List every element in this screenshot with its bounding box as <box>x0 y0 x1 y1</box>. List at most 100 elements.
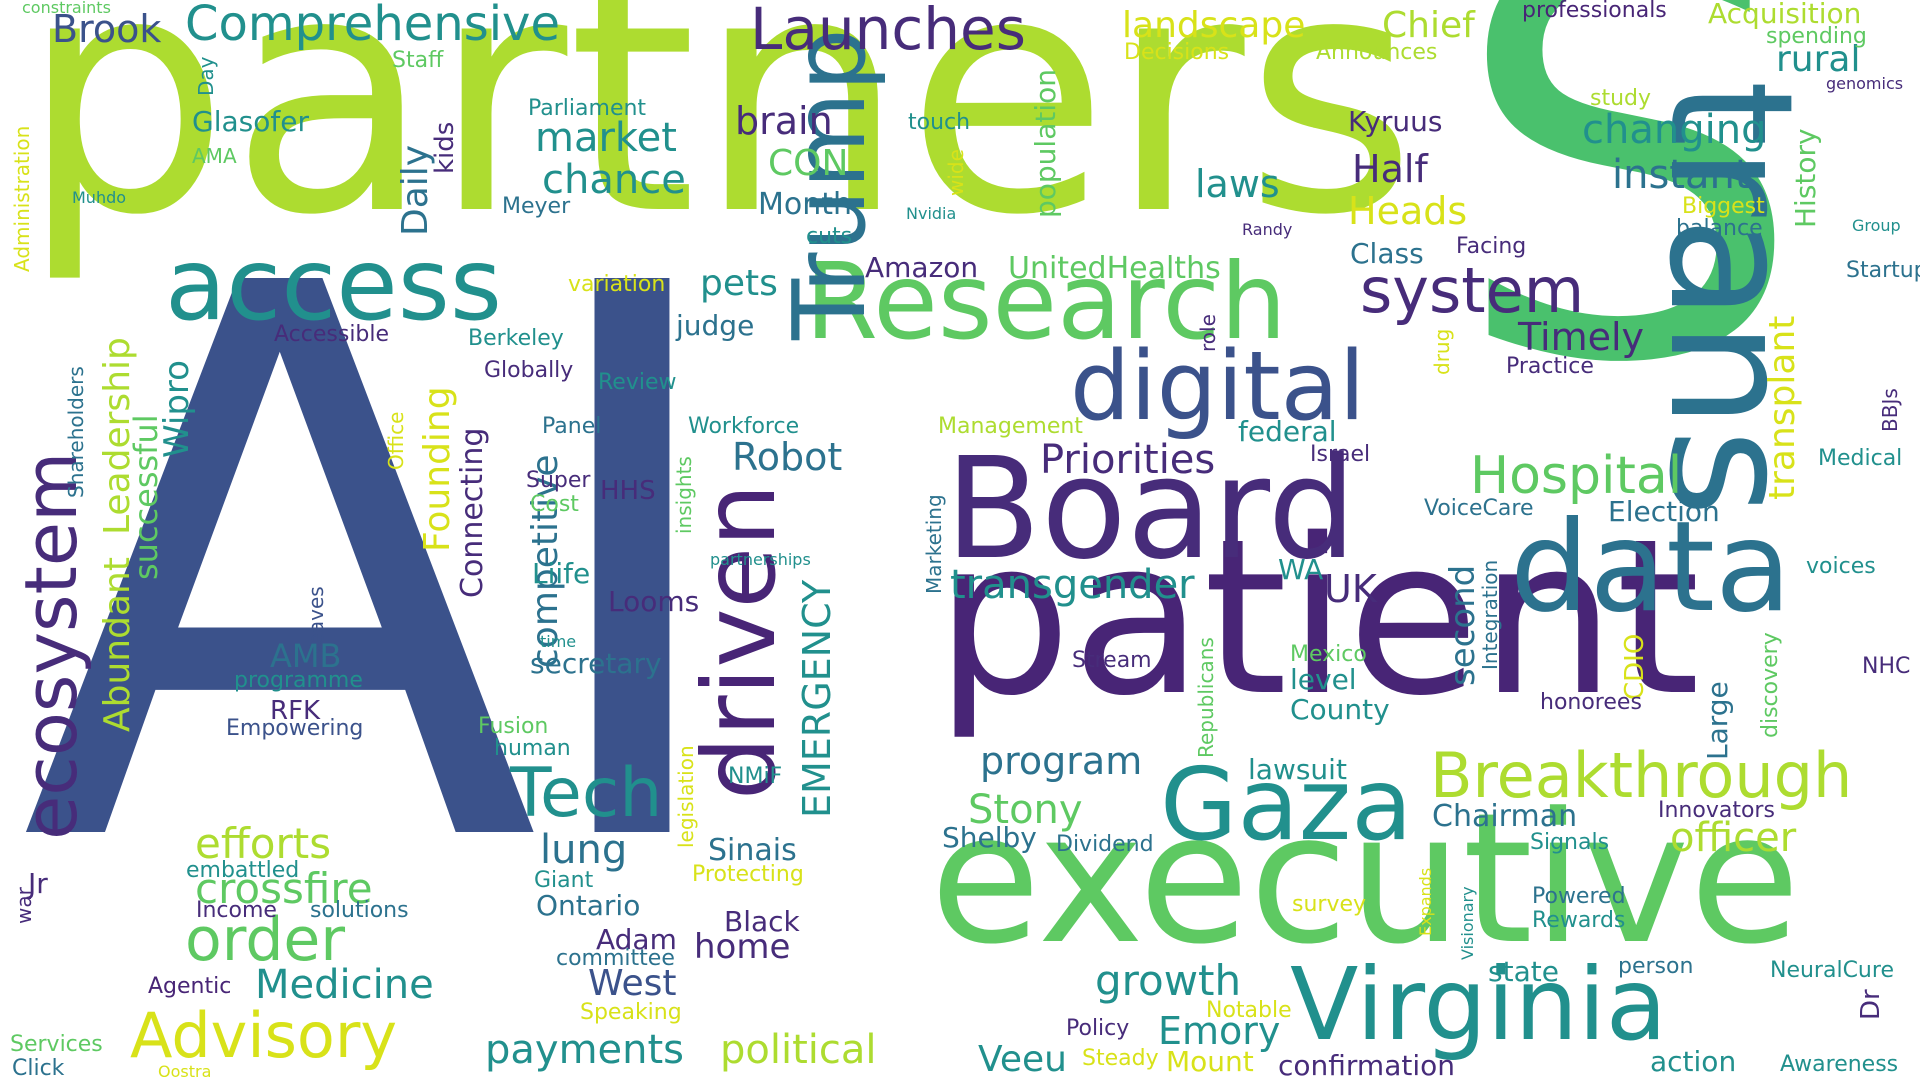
word-wide: wide <box>944 149 968 196</box>
word-touch: touch <box>908 110 971 135</box>
word-state: state <box>1488 955 1559 988</box>
word-facing: Facing <box>1456 234 1527 259</box>
word-chief: Chief <box>1382 5 1475 46</box>
word-dr: Dr <box>1856 989 1886 1020</box>
word-panel: Panel <box>542 414 602 439</box>
word-republicans: Republicans <box>1194 637 1218 758</box>
word-heads: Heads <box>1348 189 1468 233</box>
word-ontario: Ontario <box>536 889 641 922</box>
word-abundant: Abundant <box>97 557 138 732</box>
word-management: Management <box>938 414 1083 439</box>
word-s: S <box>1450 0 1806 486</box>
word-survey: survey <box>1292 892 1367 917</box>
word-insights: insights <box>672 456 696 534</box>
word-hhs: HHS <box>600 476 656 506</box>
word-ai: AI <box>20 128 744 1012</box>
word-adam: Adam <box>596 923 677 956</box>
word-ama: AMA <box>192 144 237 168</box>
word-payments: payments <box>485 1027 685 1073</box>
word-acquisition: Acquisition <box>1708 0 1862 30</box>
word-fusion: Fusion <box>478 714 549 739</box>
word-stony: Stony <box>968 787 1083 833</box>
word-oostra: Oostra <box>158 1062 212 1080</box>
word-board: Board <box>945 428 1357 591</box>
word-solutions: solutions <box>310 898 409 923</box>
word-robot: Robot <box>732 435 843 479</box>
word-giant: Giant <box>534 868 594 893</box>
word-mexico: Mexico <box>1290 642 1367 667</box>
word-partnerships: partnerships <box>710 550 811 569</box>
word-parliament: Parliament <box>528 96 647 121</box>
word-lawsuit: lawsuit <box>1248 753 1347 786</box>
word-kyruus: Kyruus <box>1348 105 1443 138</box>
word-globally: Globally <box>484 358 574 383</box>
word-lung: lung <box>540 827 628 873</box>
word-brain: brain <box>735 99 833 143</box>
word-expands: Expands <box>1416 867 1435 936</box>
word-hospital: Hospital <box>1470 446 1683 506</box>
word-amb: AMB <box>270 637 342 675</box>
word-genomics: genomics <box>1826 74 1904 93</box>
word-constraints: constraints <box>22 0 111 17</box>
word-voices: voices <box>1806 554 1876 579</box>
word-agentic: Agentic <box>148 974 232 999</box>
word-home: home <box>694 927 791 967</box>
word-order: order <box>185 905 345 975</box>
word-sinais: Sinais <box>708 833 797 868</box>
word-month: Month <box>758 187 853 222</box>
word-second: second <box>1443 564 1483 686</box>
word-secretary: secretary <box>530 647 662 680</box>
word-human: human <box>494 736 571 761</box>
word-rfk: RFK <box>270 696 321 726</box>
word-tech: Tech <box>510 754 663 833</box>
word-landscape: landscape <box>1122 5 1306 46</box>
word-office: Office <box>384 411 408 470</box>
word-stream: Stream <box>1072 648 1152 673</box>
word-market: market <box>535 115 677 161</box>
word-steady: Steady <box>1082 1046 1159 1071</box>
word-breakthrough: Breakthrough <box>1430 739 1853 812</box>
word-honorees: honorees <box>1540 690 1642 715</box>
word-trump: Trump <box>771 28 888 340</box>
word-ecosystem: ecosystem <box>9 451 93 840</box>
word-rural: rural <box>1776 39 1861 80</box>
word-judge: judge <box>676 309 755 342</box>
word-embattled: embattled <box>186 858 300 883</box>
word-virginia: Virginia <box>1290 946 1668 1063</box>
word-marketing: Marketing <box>922 494 946 594</box>
word-daily: Daily <box>395 144 436 236</box>
word-mount: Mount <box>1166 1045 1254 1078</box>
word-protecting: Protecting <box>692 862 804 887</box>
word-variation: variation <box>568 272 666 297</box>
word-driven: driven <box>681 483 798 800</box>
word-data: data <box>1510 495 1792 640</box>
word-rewards: Rewards <box>1532 908 1626 933</box>
word-history: History <box>1789 128 1822 228</box>
word-chance: chance <box>542 157 686 203</box>
word-patient: patient <box>935 492 1701 743</box>
word-political: political <box>720 1027 877 1073</box>
word-launches: Launches <box>750 0 1026 63</box>
word-half: Half <box>1352 147 1428 191</box>
word-comprehensive: Comprehensive <box>185 0 560 52</box>
word-timely: Timely <box>1518 315 1645 359</box>
word-shareholders: Shareholders <box>64 366 88 498</box>
word-access: access <box>165 226 502 343</box>
word-wa: WA <box>1278 553 1324 586</box>
word-signals: Signals <box>1530 830 1610 855</box>
word-transplant: transplant <box>1762 315 1803 500</box>
word-laws: laws <box>1195 162 1280 206</box>
word-instant: instant <box>1612 152 1751 198</box>
word-war: war <box>12 887 36 924</box>
word-cost: Cost <box>530 492 579 517</box>
word-gaza: Gaza <box>1160 746 1413 863</box>
word-changing: changing <box>1582 107 1767 153</box>
word-berkeley: Berkeley <box>468 326 564 351</box>
word-notable: Notable <box>1206 998 1292 1023</box>
word-person: person <box>1618 954 1694 979</box>
word-county: County <box>1290 693 1390 726</box>
word-shelby: Shelby <box>942 821 1037 854</box>
word-visionary: Visionary <box>1458 886 1477 960</box>
word-dividend: Dividend <box>1056 832 1154 857</box>
word-large: Large <box>1701 681 1734 760</box>
